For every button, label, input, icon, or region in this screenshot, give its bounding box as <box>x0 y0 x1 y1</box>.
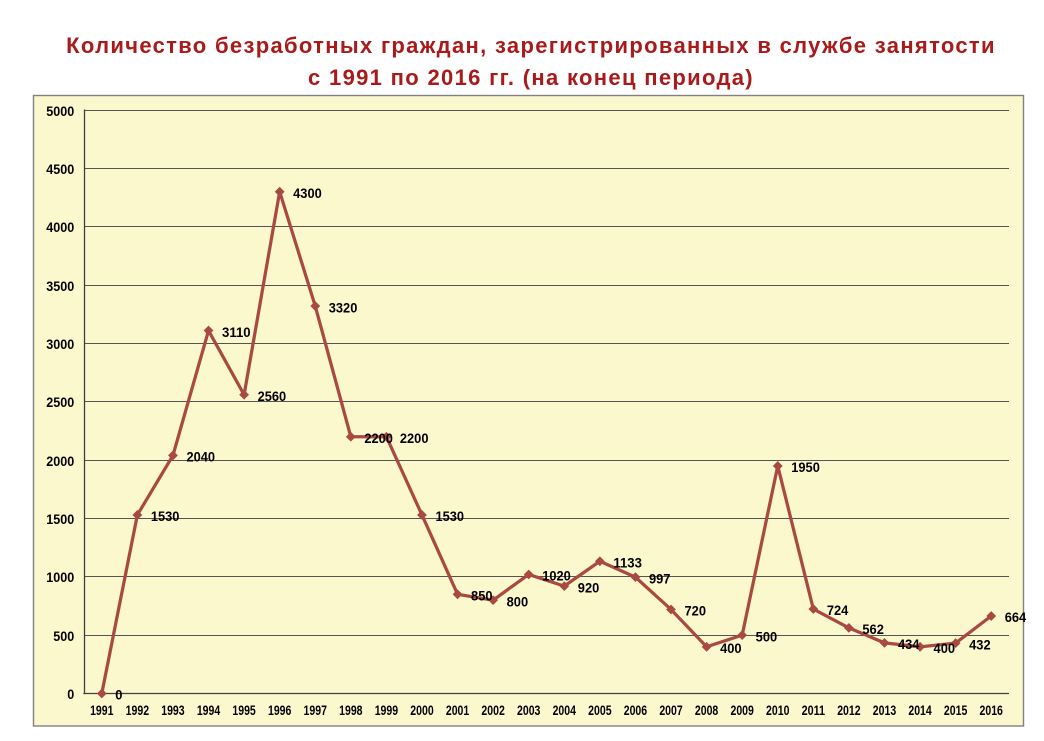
svg-text:3500: 3500 <box>46 278 74 294</box>
svg-text:2006: 2006 <box>624 702 648 718</box>
svg-text:0: 0 <box>115 687 122 703</box>
svg-text:850: 850 <box>471 588 493 604</box>
svg-text:1993: 1993 <box>161 702 185 718</box>
svg-text:1994: 1994 <box>197 702 221 718</box>
svg-text:920: 920 <box>578 579 600 595</box>
svg-text:2200: 2200 <box>400 430 429 446</box>
svg-text:500: 500 <box>53 628 74 644</box>
svg-text:1998: 1998 <box>339 702 363 718</box>
svg-text:664: 664 <box>1005 609 1027 625</box>
svg-text:1995: 1995 <box>232 702 256 718</box>
svg-text:3000: 3000 <box>46 336 74 352</box>
svg-text:2009: 2009 <box>730 702 754 718</box>
svg-text:800: 800 <box>507 593 529 609</box>
svg-text:3110: 3110 <box>222 324 251 340</box>
svg-text:4300: 4300 <box>293 185 322 201</box>
svg-text:1997: 1997 <box>304 702 328 718</box>
svg-text:400: 400 <box>720 640 742 656</box>
svg-text:2002: 2002 <box>481 702 505 718</box>
svg-text:2005: 2005 <box>588 702 612 718</box>
svg-text:2008: 2008 <box>695 702 719 718</box>
svg-text:2011: 2011 <box>802 702 826 718</box>
svg-text:400: 400 <box>934 640 956 656</box>
svg-text:2000: 2000 <box>46 453 74 469</box>
svg-text:1950: 1950 <box>791 459 820 475</box>
svg-text:1530: 1530 <box>151 508 180 524</box>
svg-text:5000: 5000 <box>46 103 74 119</box>
svg-text:432: 432 <box>969 636 991 652</box>
svg-text:562: 562 <box>862 621 884 637</box>
svg-text:1996: 1996 <box>268 702 292 718</box>
svg-text:1133: 1133 <box>613 554 642 570</box>
svg-text:720: 720 <box>685 603 707 619</box>
svg-text:2500: 2500 <box>46 394 74 410</box>
svg-text:3320: 3320 <box>329 299 358 315</box>
svg-text:1000: 1000 <box>46 569 74 585</box>
svg-text:2004: 2004 <box>553 702 577 718</box>
svg-text:2014: 2014 <box>908 702 932 718</box>
svg-text:2010: 2010 <box>766 702 790 718</box>
svg-text:500: 500 <box>756 628 778 644</box>
svg-text:2016: 2016 <box>980 702 1004 718</box>
svg-text:2012: 2012 <box>837 702 861 718</box>
svg-text:1500: 1500 <box>46 511 74 527</box>
svg-text:2000: 2000 <box>410 702 434 718</box>
svg-text:434: 434 <box>898 636 920 652</box>
svg-text:724: 724 <box>827 602 849 618</box>
svg-text:4500: 4500 <box>46 161 74 177</box>
svg-text:997: 997 <box>649 570 671 586</box>
svg-text:2015: 2015 <box>944 702 968 718</box>
svg-text:1992: 1992 <box>126 702 150 718</box>
svg-text:1991: 1991 <box>90 702 114 718</box>
svg-text:2007: 2007 <box>659 702 683 718</box>
svg-text:1999: 1999 <box>375 702 399 718</box>
svg-text:0: 0 <box>67 686 74 702</box>
svg-text:4000: 4000 <box>46 219 74 235</box>
svg-text:2040: 2040 <box>186 449 215 465</box>
svg-text:1020: 1020 <box>542 568 571 584</box>
svg-text:2013: 2013 <box>873 702 897 718</box>
svg-text:2003: 2003 <box>517 702 541 718</box>
svg-text:2200: 2200 <box>364 430 393 446</box>
svg-text:2560: 2560 <box>258 388 287 404</box>
svg-text:2001: 2001 <box>446 702 470 718</box>
svg-text:1530: 1530 <box>435 508 464 524</box>
